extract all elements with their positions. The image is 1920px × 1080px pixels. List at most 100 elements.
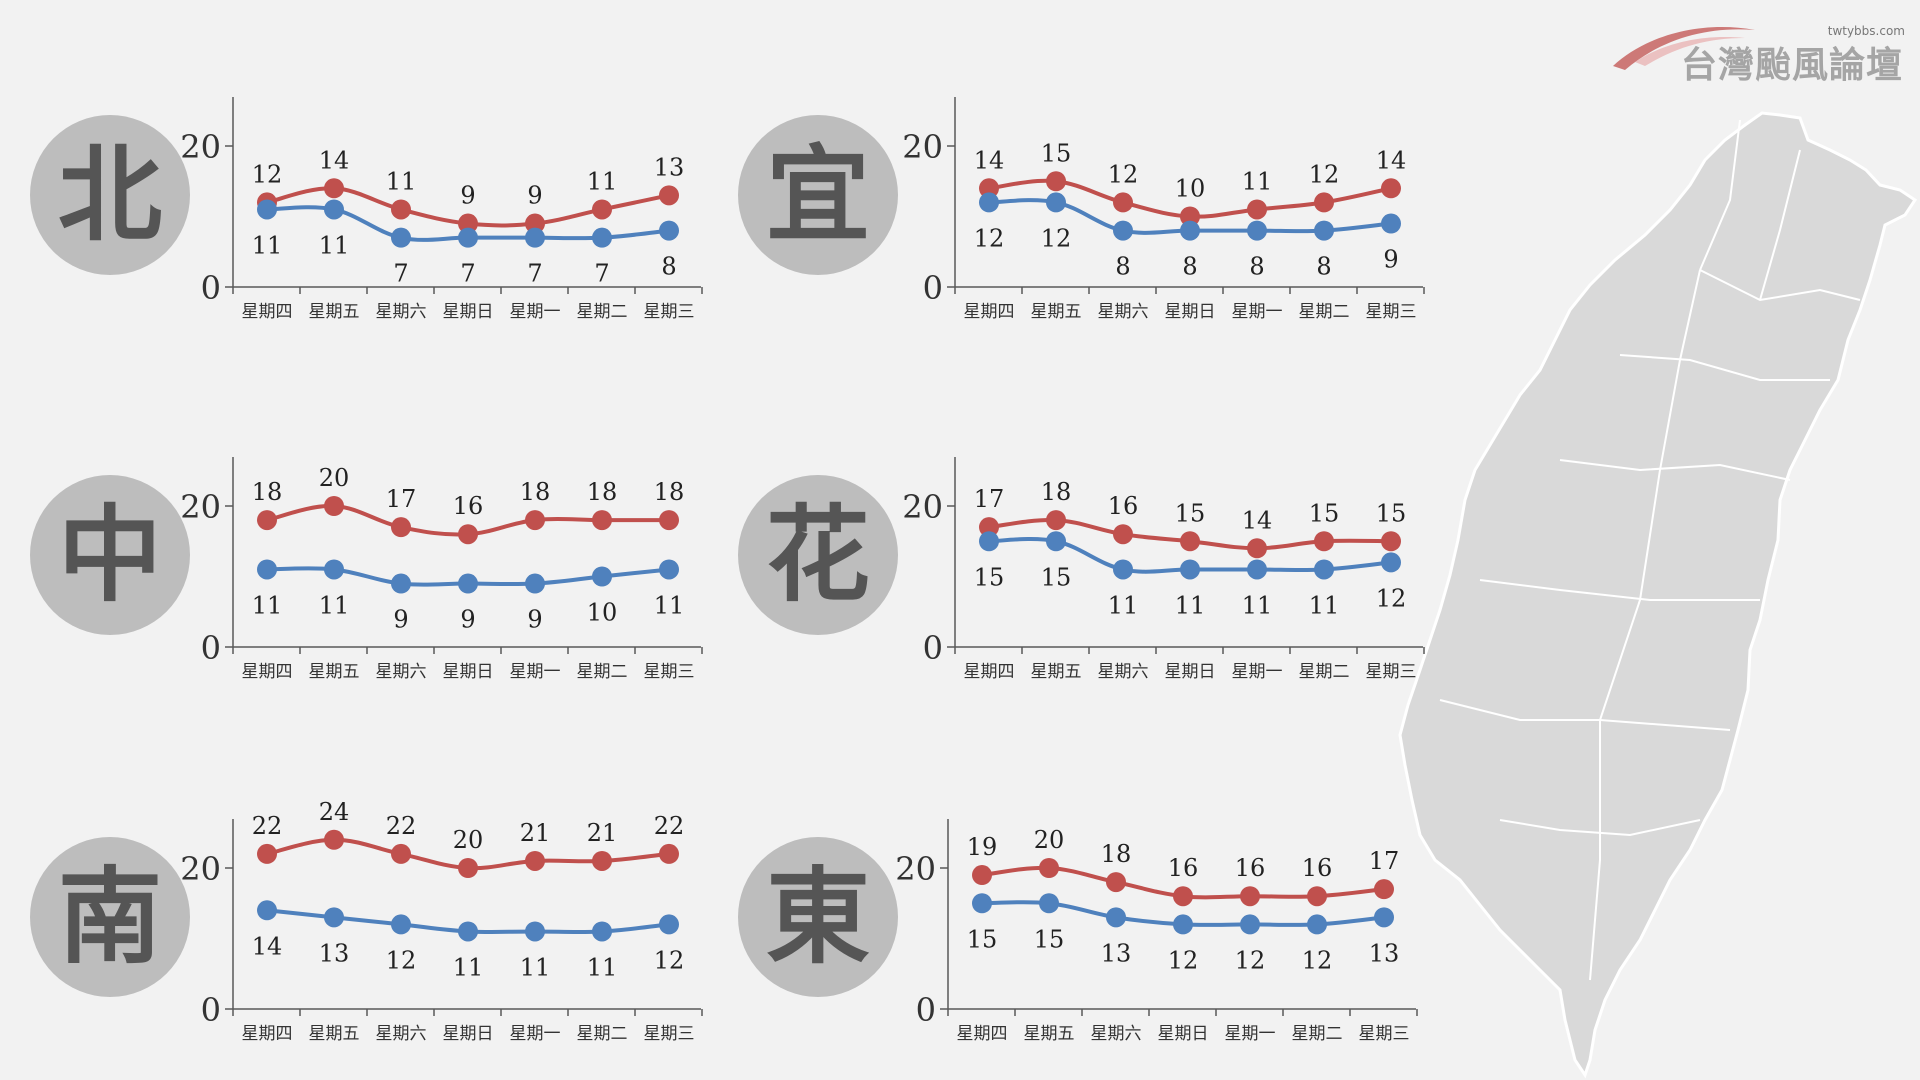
- high-data-label: 18: [654, 478, 685, 506]
- low-data-label: 11: [319, 231, 350, 259]
- high-data-label: 16: [453, 492, 484, 520]
- y-tick-label: 0: [201, 269, 221, 307]
- low-data-label: 12: [654, 946, 685, 974]
- high-data-label: 22: [252, 812, 283, 840]
- low-point: [1113, 559, 1133, 580]
- low-data-label: 13: [319, 939, 350, 967]
- region-badge: 宜: [738, 115, 898, 275]
- low-point: [458, 921, 478, 942]
- y-tick-label: 0: [916, 991, 936, 1029]
- region-badge: 東: [738, 837, 898, 997]
- low-point: [257, 199, 277, 220]
- low-data-label: 7: [460, 260, 475, 288]
- high-point: [1374, 879, 1394, 900]
- low-point: [458, 573, 478, 594]
- high-data-label: 22: [386, 812, 417, 840]
- low-point: [324, 907, 344, 928]
- x-tick-label: 星期五: [1024, 1024, 1075, 1044]
- x-tick-label: 星期五: [309, 1024, 360, 1044]
- y-tick-label: 20: [902, 128, 943, 166]
- chart-4: 0 20 星期四 星期五 星期六 星期日 星期一 星期二 星期三 17 18 16 15 14 15 15 15…: [902, 457, 1425, 682]
- high-data-label: 11: [386, 167, 417, 195]
- high-point: [257, 843, 277, 864]
- high-data-label: 14: [319, 146, 350, 174]
- high-point: [972, 865, 992, 886]
- y-tick-label: 20: [180, 128, 221, 166]
- low-point: [592, 566, 612, 587]
- high-data-label: 15: [1309, 499, 1340, 527]
- high-data-label: 16: [1235, 854, 1266, 882]
- high-data-label: 10: [1175, 175, 1206, 203]
- low-data-label: 11: [1108, 591, 1139, 619]
- taiwan-map-outline: [1398, 111, 1918, 1079]
- low-point: [1240, 914, 1260, 935]
- x-tick-label: 星期三: [1366, 662, 1417, 682]
- low-point: [972, 893, 992, 914]
- low-point: [391, 573, 411, 594]
- high-point: [391, 199, 411, 220]
- low-data-label: 12: [1041, 224, 1072, 252]
- high-point: [525, 213, 545, 234]
- x-tick-label: 星期四: [242, 662, 293, 682]
- x-tick-label: 星期四: [242, 1024, 293, 1044]
- low-point: [659, 559, 679, 580]
- y-tick-label: 20: [180, 488, 221, 526]
- high-point: [391, 843, 411, 864]
- low-point: [391, 227, 411, 248]
- x-tick-label: 星期五: [1031, 662, 1082, 682]
- x-tick-label: 星期六: [376, 662, 427, 682]
- low-data-label: 8: [1249, 253, 1264, 281]
- x-tick-label: 星期日: [1158, 1024, 1209, 1044]
- x-tick-label: 星期三: [644, 662, 695, 682]
- low-data-label: 12: [1302, 946, 1333, 974]
- region-label: 花: [765, 494, 870, 616]
- x-tick-label: 星期六: [376, 1024, 427, 1044]
- high-data-label: 15: [1376, 499, 1407, 527]
- low-point: [1247, 559, 1267, 580]
- x-tick-label: 星期一: [510, 662, 561, 682]
- y-tick-label: 0: [923, 269, 943, 307]
- low-point: [1180, 559, 1200, 580]
- x-tick-label: 星期六: [376, 302, 427, 322]
- logo-name-text: 台灣颱風論壇: [1680, 45, 1903, 86]
- low-point: [659, 914, 679, 935]
- low-data-label: 13: [1369, 939, 1400, 967]
- chart-5: 0 20 星期四 星期五 星期六 星期日 星期一 星期二 星期三 22 24 22 20 21 21 22 14…: [180, 798, 703, 1044]
- high-point: [592, 199, 612, 220]
- low-point: [1381, 213, 1401, 234]
- region-label: 中: [57, 494, 162, 616]
- low-data-label: 13: [1101, 939, 1132, 967]
- high-point: [324, 496, 344, 516]
- high-data-label: 11: [587, 167, 618, 195]
- chart-2: 0 20 星期四 星期五 星期六 星期日 星期一 星期二 星期三 14 15 12 10 11 12 14 12…: [902, 97, 1425, 322]
- high-data-label: 21: [587, 819, 618, 847]
- y-tick-label: 0: [201, 991, 221, 1029]
- high-data-label: 18: [587, 478, 618, 506]
- low-data-label: 11: [1309, 591, 1340, 619]
- low-data-label: 8: [1182, 253, 1197, 281]
- high-data-label: 22: [654, 812, 685, 840]
- x-tick-label: 星期日: [443, 302, 494, 322]
- high-point: [458, 213, 478, 234]
- low-point: [525, 921, 545, 942]
- low-point: [1113, 220, 1133, 241]
- high-data-label: 19: [967, 833, 998, 861]
- low-data-label: 14: [252, 932, 283, 960]
- low-data-label: 15: [974, 563, 1005, 591]
- low-data-label: 11: [252, 231, 283, 259]
- low-point: [1307, 914, 1327, 935]
- low-data-label: 12: [386, 946, 417, 974]
- low-data-label: 11: [453, 953, 484, 981]
- x-tick-label: 星期二: [577, 1024, 628, 1044]
- high-point: [458, 524, 478, 545]
- high-data-label: 13: [654, 153, 685, 181]
- low-data-label: 9: [460, 606, 475, 634]
- high-point: [1240, 886, 1260, 907]
- region-badge: 中: [30, 475, 190, 635]
- low-data-label: 12: [1376, 584, 1407, 612]
- region-badge: 南: [30, 837, 190, 997]
- x-tick-label: 星期六: [1091, 1024, 1142, 1044]
- high-point: [525, 850, 545, 871]
- x-tick-label: 星期日: [443, 662, 494, 682]
